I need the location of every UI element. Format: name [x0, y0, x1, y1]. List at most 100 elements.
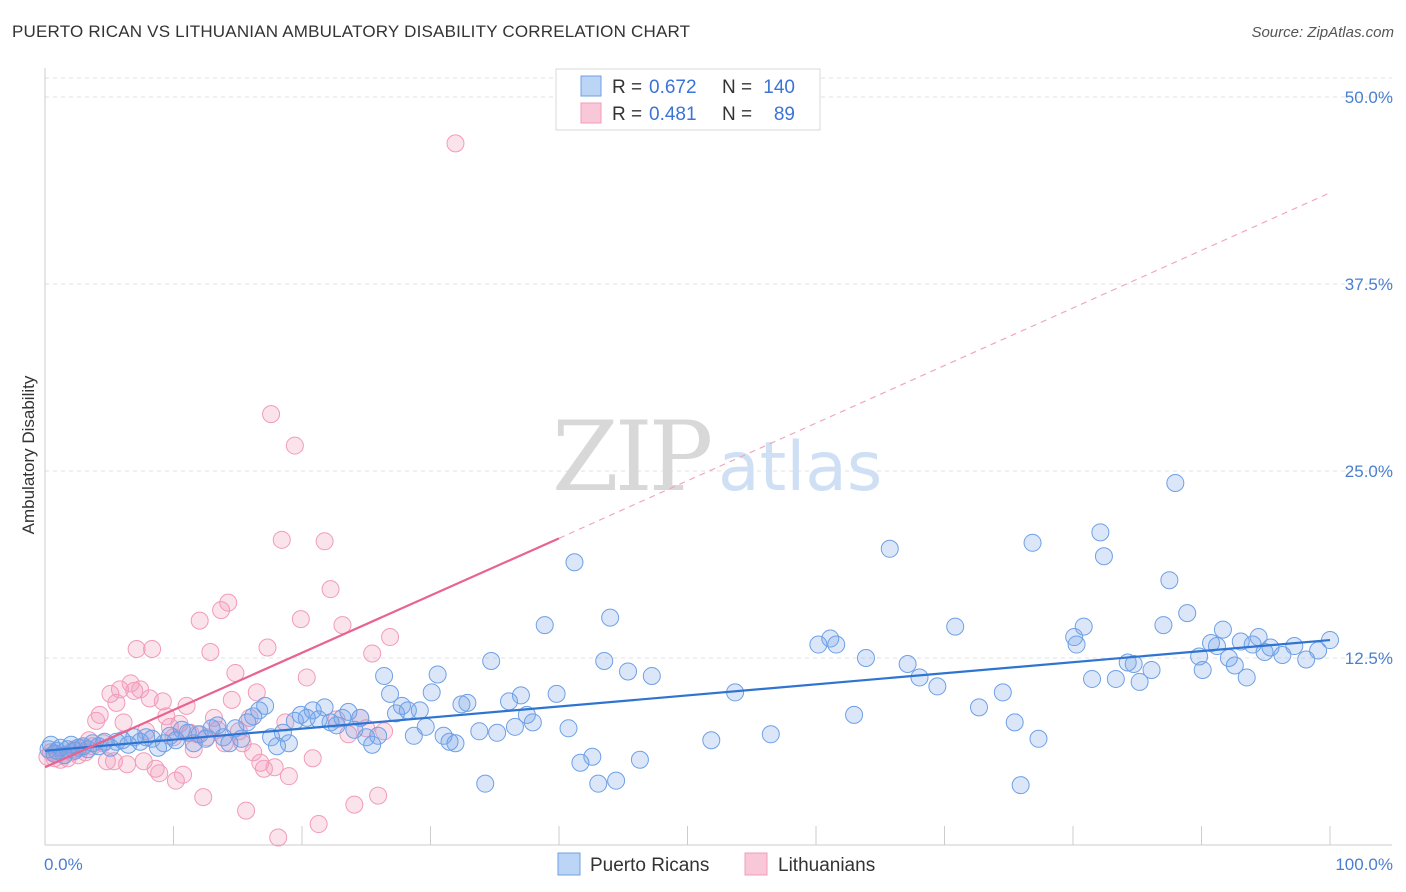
puerto-ricans-point-111 — [970, 698, 989, 717]
puerto-ricans-point-114 — [1011, 776, 1030, 795]
lithuanians-point-54 — [222, 690, 241, 709]
lithuanians-point-27 — [131, 680, 150, 699]
lithuanians-point-23 — [118, 755, 137, 774]
lithuanians-point-26 — [127, 640, 146, 659]
puerto-ricans-point-106 — [880, 539, 899, 558]
lithuanians-point-62 — [251, 753, 270, 772]
lithuanians-point-53 — [219, 593, 238, 612]
puerto-ricans-point-70 — [428, 665, 447, 684]
puerto-ricans-point-55 — [339, 702, 358, 721]
puerto-ricans-point-43 — [268, 737, 287, 756]
lithuanians-point-84 — [363, 644, 382, 663]
lithuanians-point-25 — [125, 681, 144, 700]
puerto-ricans-point-128 — [1154, 616, 1173, 635]
puerto-ricans-point-42 — [262, 728, 281, 747]
puerto-ricans-point-120 — [1083, 669, 1102, 688]
puerto-ricans-point-45 — [279, 734, 298, 753]
lithuanians-trendline-extension — [558, 192, 1331, 539]
puerto-ricans-point-33 — [208, 716, 227, 735]
lithuanians-point-75 — [309, 815, 328, 834]
puerto-ricans-point-67 — [410, 701, 429, 720]
lithuanians-point-74 — [303, 749, 322, 768]
puerto-ricans-point-78 — [482, 651, 501, 670]
puerto-ricans-point-129 — [1160, 571, 1179, 590]
watermark-atlas: atlas — [718, 428, 882, 507]
puerto-ricans-point-146 — [1285, 637, 1304, 656]
puerto-ricans-point-94 — [607, 771, 626, 790]
x-tick-labels: 0.0% 100.0% — [44, 855, 1393, 874]
lithuanians-point-33 — [150, 764, 169, 783]
puerto-ricans-point-87 — [559, 719, 578, 738]
puerto-ricans-point-76 — [470, 722, 489, 741]
puerto-ricans-point-115 — [1023, 533, 1042, 552]
lithuanians-point-88 — [446, 134, 465, 153]
puerto-ricans-point-61 — [375, 666, 394, 685]
bottom-legend-swatch-lithuanians — [744, 852, 768, 876]
puerto-ricans-point-63 — [386, 704, 405, 723]
lithuanians-point-17 — [97, 752, 116, 771]
lithuanians-point-77 — [321, 580, 340, 599]
puerto-ricans-point-126 — [1130, 672, 1149, 691]
puerto-ricans-point-127 — [1142, 660, 1161, 679]
legend-swatch-lithuanians — [580, 102, 602, 124]
puerto-ricans-point-104 — [845, 705, 864, 724]
puerto-ricans-point-119 — [1074, 617, 1093, 636]
puerto-ricans-point-100 — [761, 725, 780, 744]
puerto-ricans-point-77 — [476, 774, 495, 793]
watermark: ZIP atlas — [552, 401, 882, 513]
puerto-ricans-point-74 — [452, 695, 471, 714]
puerto-ricans-point-51 — [315, 698, 334, 717]
lithuanians-point-61 — [247, 683, 266, 702]
legend-n-label-2: N = — [722, 104, 752, 125]
puerto-ricans-point-75 — [458, 693, 477, 712]
puerto-ricans-point-57 — [351, 708, 370, 727]
lithuanians-point-60 — [244, 743, 263, 762]
puerto-ricans-point-107 — [898, 654, 917, 673]
puerto-ricans-point-112 — [993, 683, 1012, 702]
y-axis-title: Ambulatory Disability — [19, 375, 38, 534]
puerto-ricans-point-140 — [1237, 668, 1256, 687]
puerto-ricans-point-109 — [928, 677, 947, 696]
y-tick-labels: 12.5% 25.0% 37.5% 50.0% — [1345, 88, 1393, 668]
lithuanians-point-22 — [114, 713, 133, 732]
puerto-ricans-point-98 — [702, 731, 721, 750]
lithuanians-point-14 — [87, 711, 106, 730]
puerto-ricans-point-44 — [273, 723, 292, 742]
chart-title: PUERTO RICAN VS LITHUANIAN AMBULATORY DI… — [12, 22, 691, 41]
legend-r-label-2: R = — [612, 104, 642, 125]
lithuanians-point-85 — [369, 786, 388, 805]
lithuanians-point-15 — [90, 705, 109, 724]
puerto-ricans-point-113 — [1005, 713, 1024, 732]
legend-n-value-1: 140 — [763, 77, 795, 98]
puerto-ricans-point-24 — [154, 734, 173, 753]
lithuanians-point-21 — [110, 680, 129, 699]
puerto-ricans-point-123 — [1106, 669, 1125, 688]
puerto-ricans-point-91 — [589, 774, 608, 793]
lithuanians-point-87 — [381, 628, 400, 647]
puerto-ricans-point-69 — [422, 683, 441, 702]
lithuanians-point-65 — [262, 405, 281, 424]
lithuanians-point-45 — [190, 611, 209, 630]
lithuanians-point-18 — [101, 684, 120, 703]
lithuanians-point-64 — [258, 638, 277, 657]
lithuanians-point-67 — [269, 828, 288, 847]
puerto-ricans-point-89 — [571, 753, 590, 772]
legend-r-value-2: 0.481 — [649, 104, 697, 125]
puerto-ricans-point-122 — [1094, 547, 1113, 566]
trendlines — [44, 192, 1331, 769]
puerto-ricans-point-133 — [1193, 660, 1212, 679]
puerto-ricans-point-82 — [511, 686, 530, 705]
legend-n-value-2: 89 — [774, 104, 795, 125]
lithuanians-point-72 — [291, 610, 310, 629]
puerto-ricans-points — [39, 473, 1339, 795]
lithuanians-point-66 — [265, 758, 284, 777]
lithuanians-point-34 — [153, 692, 172, 711]
bottom-legend-swatch-puerto-ricans — [557, 852, 581, 876]
puerto-ricans-point-93 — [601, 608, 620, 627]
puerto-ricans-point-138 — [1225, 656, 1244, 675]
y-tick-label-0: 12.5% — [1345, 649, 1393, 668]
puerto-ricans-point-81 — [505, 717, 524, 736]
legend-r-label-1: R = — [612, 77, 642, 98]
lithuanians-point-31 — [143, 640, 162, 659]
puerto-ricans-point-108 — [910, 668, 929, 687]
